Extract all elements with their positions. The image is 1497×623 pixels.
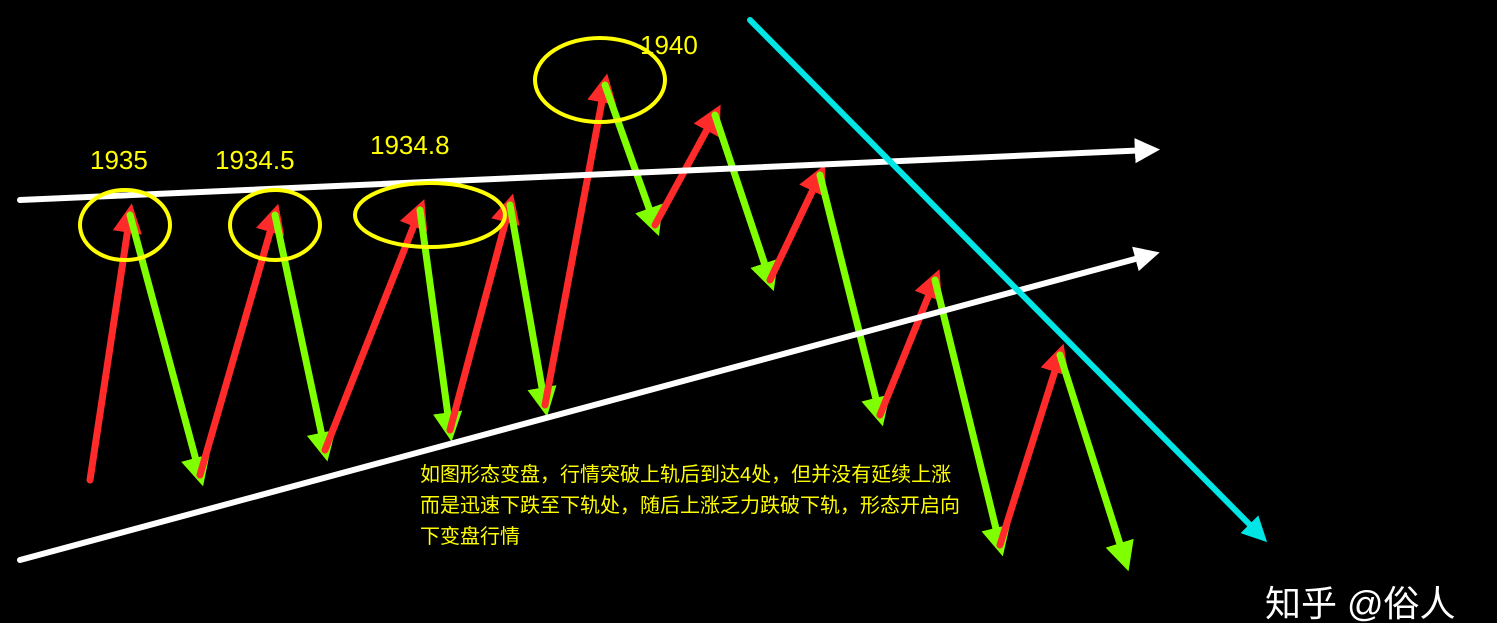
price-arrow-up-0: [90, 215, 130, 480]
caption-line-1: 如图形态变盘，行情突破上轨后到达4处，但并没有延续上涨: [420, 464, 951, 486]
price-arrow-down-11: [715, 115, 770, 280]
price-label-1: 1934.5: [215, 145, 295, 176]
price-arrow-down-1: [130, 215, 200, 475]
price-arrow-down-7: [510, 205, 545, 405]
price-arrow-down-13: [820, 175, 880, 415]
price-arrow-up-14: [880, 280, 935, 415]
price-arrow-up-16: [1000, 355, 1060, 545]
price-arrow-up-12: [770, 175, 820, 280]
price-label-2: 1934.8: [370, 130, 450, 161]
caption-block: 如图形态变盘，行情突破上轨后到达4处，但并没有延续上涨 而是迅速下跌至下轨处，随…: [420, 460, 960, 553]
price-arrow-up-2: [200, 215, 275, 475]
price-arrow-up-8: [545, 85, 605, 405]
trend-line-cyan-downtrend: [750, 20, 1260, 535]
caption-line-3: 下变盘行情: [420, 526, 520, 548]
price-label-3: 1940: [640, 30, 698, 61]
watermark: 知乎 @俗人: [1265, 575, 1456, 623]
price-arrow-down-5: [420, 210, 450, 430]
price-label-0: 1935: [90, 145, 148, 176]
price-arrow-down-9: [605, 85, 655, 225]
chart-stage: 如图形态变盘，行情突破上轨后到达4处，但并没有延续上涨 而是迅速下跌至下轨处，随…: [0, 0, 1497, 623]
caption-line-2: 而是迅速下跌至下轨处，随后上涨乏力跌破下轨，形态开启向: [420, 495, 960, 517]
price-arrow-down-3: [275, 215, 325, 450]
highlight-circle-2: [355, 183, 505, 247]
